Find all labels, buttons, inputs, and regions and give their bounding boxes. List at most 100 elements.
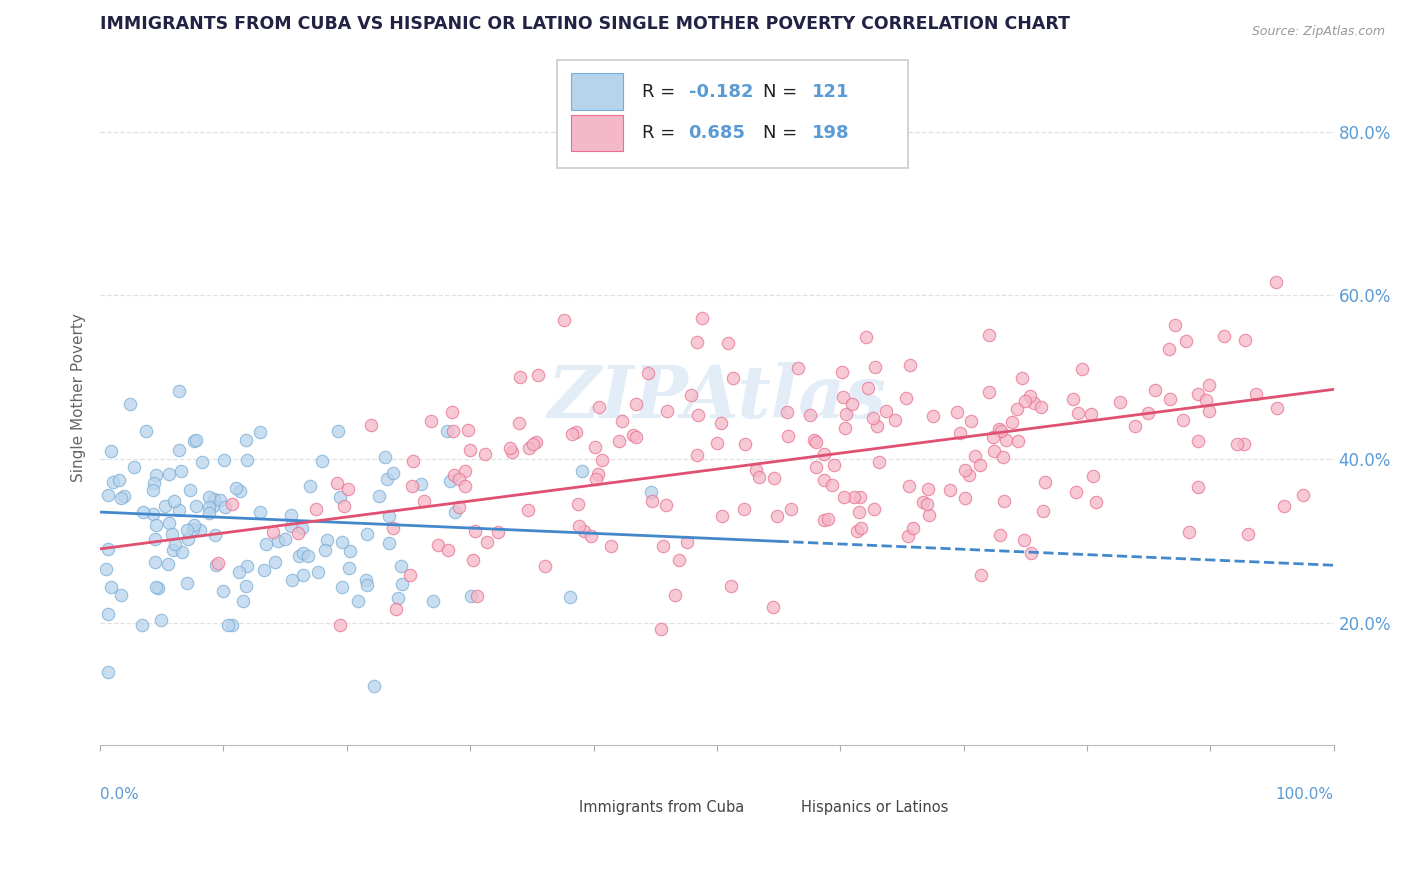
- Point: [721, 371, 744, 385]
- Point: [202, 491, 225, 506]
- Point: [167, 503, 190, 517]
- Point: [232, 594, 254, 608]
- Point: [991, 450, 1014, 464]
- Point: [1175, 334, 1198, 348]
- Point: [581, 528, 603, 542]
- Point: [993, 494, 1015, 508]
- Point: [217, 617, 239, 632]
- Point: [360, 417, 382, 432]
- Point: [1080, 407, 1102, 421]
- Point: [1291, 488, 1313, 502]
- Point: [1143, 383, 1166, 397]
- Point: [305, 501, 328, 516]
- Point: [316, 533, 339, 547]
- Point: [1265, 401, 1288, 416]
- Point: [225, 481, 247, 495]
- Point: [474, 447, 496, 461]
- Point: [778, 428, 800, 442]
- Point: [132, 505, 155, 519]
- Point: [157, 557, 180, 571]
- Point: [114, 488, 136, 502]
- Point: [921, 409, 943, 423]
- Point: [439, 475, 461, 489]
- Point: [201, 499, 224, 513]
- Point: [517, 503, 540, 517]
- Point: [686, 334, 709, 349]
- Text: Immigrants from Cuba: Immigrants from Cuba: [579, 800, 744, 815]
- Text: -0.182: -0.182: [689, 83, 754, 101]
- Point: [142, 483, 165, 498]
- Point: [475, 535, 498, 549]
- Point: [988, 422, 1011, 436]
- Point: [401, 479, 423, 493]
- Point: [1085, 495, 1108, 509]
- Point: [176, 532, 198, 546]
- Text: R =: R =: [641, 124, 681, 143]
- Point: [167, 384, 190, 398]
- Point: [799, 408, 821, 422]
- Point: [534, 559, 557, 574]
- Point: [734, 436, 756, 450]
- Point: [339, 544, 361, 558]
- Point: [464, 524, 486, 538]
- Point: [821, 478, 844, 492]
- Point: [454, 479, 477, 493]
- Point: [717, 335, 740, 350]
- Point: [281, 573, 304, 587]
- Point: [834, 407, 856, 421]
- Point: [377, 508, 399, 523]
- Point: [1011, 371, 1033, 385]
- Text: 0.685: 0.685: [689, 124, 745, 143]
- Point: [399, 567, 422, 582]
- Point: [235, 579, 257, 593]
- Point: [1136, 406, 1159, 420]
- Point: [508, 416, 530, 430]
- Point: [499, 442, 522, 456]
- Point: [97, 487, 120, 501]
- Point: [844, 490, 866, 504]
- Point: [745, 463, 768, 477]
- Point: [918, 508, 941, 523]
- Point: [374, 450, 396, 464]
- Point: [287, 525, 309, 540]
- Text: 121: 121: [811, 83, 849, 101]
- Point: [465, 589, 488, 603]
- Text: 198: 198: [811, 124, 849, 143]
- Point: [211, 584, 233, 599]
- Point: [356, 573, 378, 587]
- Point: [894, 391, 917, 405]
- Point: [1029, 400, 1052, 414]
- Point: [1021, 547, 1043, 561]
- Point: [527, 368, 550, 382]
- Point: [347, 593, 370, 607]
- Point: [939, 483, 962, 497]
- Point: [1187, 386, 1209, 401]
- Point: [146, 581, 169, 595]
- Point: [460, 589, 482, 603]
- Point: [186, 499, 208, 513]
- Point: [110, 491, 132, 506]
- Point: [363, 679, 385, 693]
- Point: [803, 434, 825, 448]
- Point: [356, 527, 378, 541]
- Point: [221, 618, 243, 632]
- Point: [457, 423, 479, 437]
- Point: [1071, 362, 1094, 376]
- Point: [763, 471, 786, 485]
- Point: [1195, 392, 1218, 407]
- Point: [813, 513, 835, 527]
- Point: [291, 521, 314, 535]
- Point: [946, 405, 969, 419]
- Point: [685, 448, 707, 462]
- Point: [1108, 394, 1130, 409]
- Point: [214, 500, 236, 515]
- Y-axis label: Single Mother Poverty: Single Mother Poverty: [72, 313, 86, 482]
- Point: [142, 507, 165, 521]
- Point: [585, 472, 607, 486]
- Point: [453, 464, 475, 478]
- Point: [1001, 415, 1024, 429]
- Point: [568, 519, 591, 533]
- Point: [957, 467, 980, 482]
- Point: [249, 505, 271, 519]
- Point: [229, 483, 252, 498]
